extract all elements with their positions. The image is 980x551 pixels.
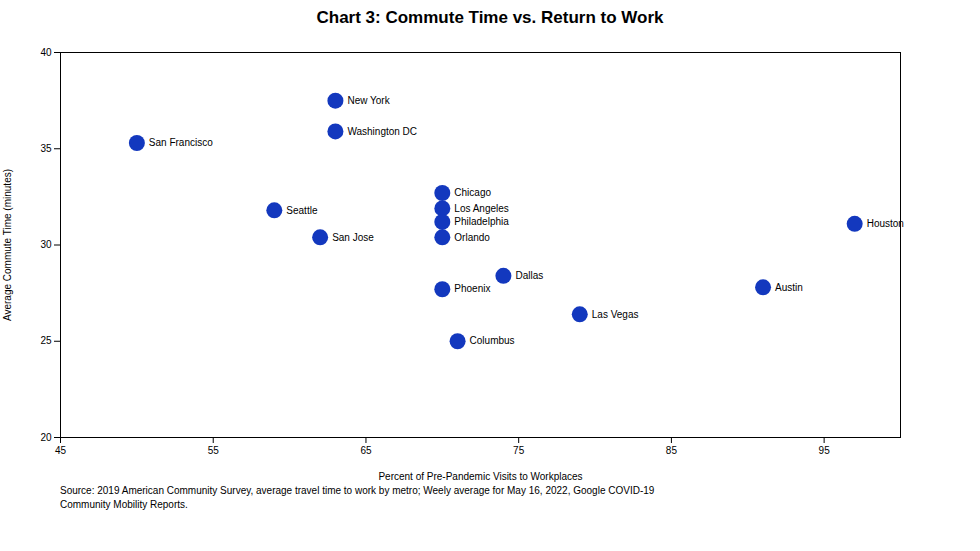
- svg-text:Orlando: Orlando: [454, 232, 490, 243]
- svg-text:30: 30: [40, 239, 52, 250]
- svg-text:Average Commute Time (minutes): Average Commute Time (minutes): [2, 169, 13, 321]
- svg-text:Austin: Austin: [775, 282, 803, 293]
- svg-text:35: 35: [40, 143, 52, 154]
- svg-text:San Francisco: San Francisco: [149, 137, 213, 148]
- svg-text:Houston: Houston: [867, 218, 904, 229]
- svg-text:Seattle: Seattle: [286, 205, 318, 216]
- svg-text:65: 65: [360, 445, 372, 456]
- svg-text:Columbus: Columbus: [470, 335, 515, 346]
- svg-text:Philadelphia: Philadelphia: [454, 216, 509, 227]
- svg-text:95: 95: [819, 445, 831, 456]
- svg-text:New York: New York: [347, 95, 390, 106]
- svg-text:Los Angeles: Los Angeles: [454, 203, 509, 214]
- svg-text:Las Vegas: Las Vegas: [592, 309, 639, 320]
- svg-text:Dallas: Dallas: [515, 270, 543, 281]
- svg-text:25: 25: [40, 335, 52, 346]
- svg-text:45: 45: [55, 445, 67, 456]
- svg-text:Washington DC: Washington DC: [347, 126, 417, 137]
- svg-text:Phoenix: Phoenix: [454, 283, 490, 294]
- svg-text:75: 75: [513, 445, 525, 456]
- svg-text:Percent of Pre-Pandemic Visits: Percent of Pre-Pandemic Visits to Workpl…: [378, 471, 582, 482]
- html-text:Chart 3: Commute Time vs. Retu: Chart 3: Commute Time vs. Return to Work: [316, 8, 664, 27]
- svg-text:40: 40: [40, 47, 52, 58]
- svg-text:85: 85: [666, 445, 678, 456]
- svg-text:San Jose: San Jose: [332, 232, 374, 243]
- svg-text:20: 20: [40, 432, 52, 443]
- svg-text:Chicago: Chicago: [454, 187, 491, 198]
- html-text:Source: 2019 American Communit: Source: 2019 American Community Survey, …: [60, 485, 655, 510]
- svg-text:55: 55: [208, 445, 220, 456]
